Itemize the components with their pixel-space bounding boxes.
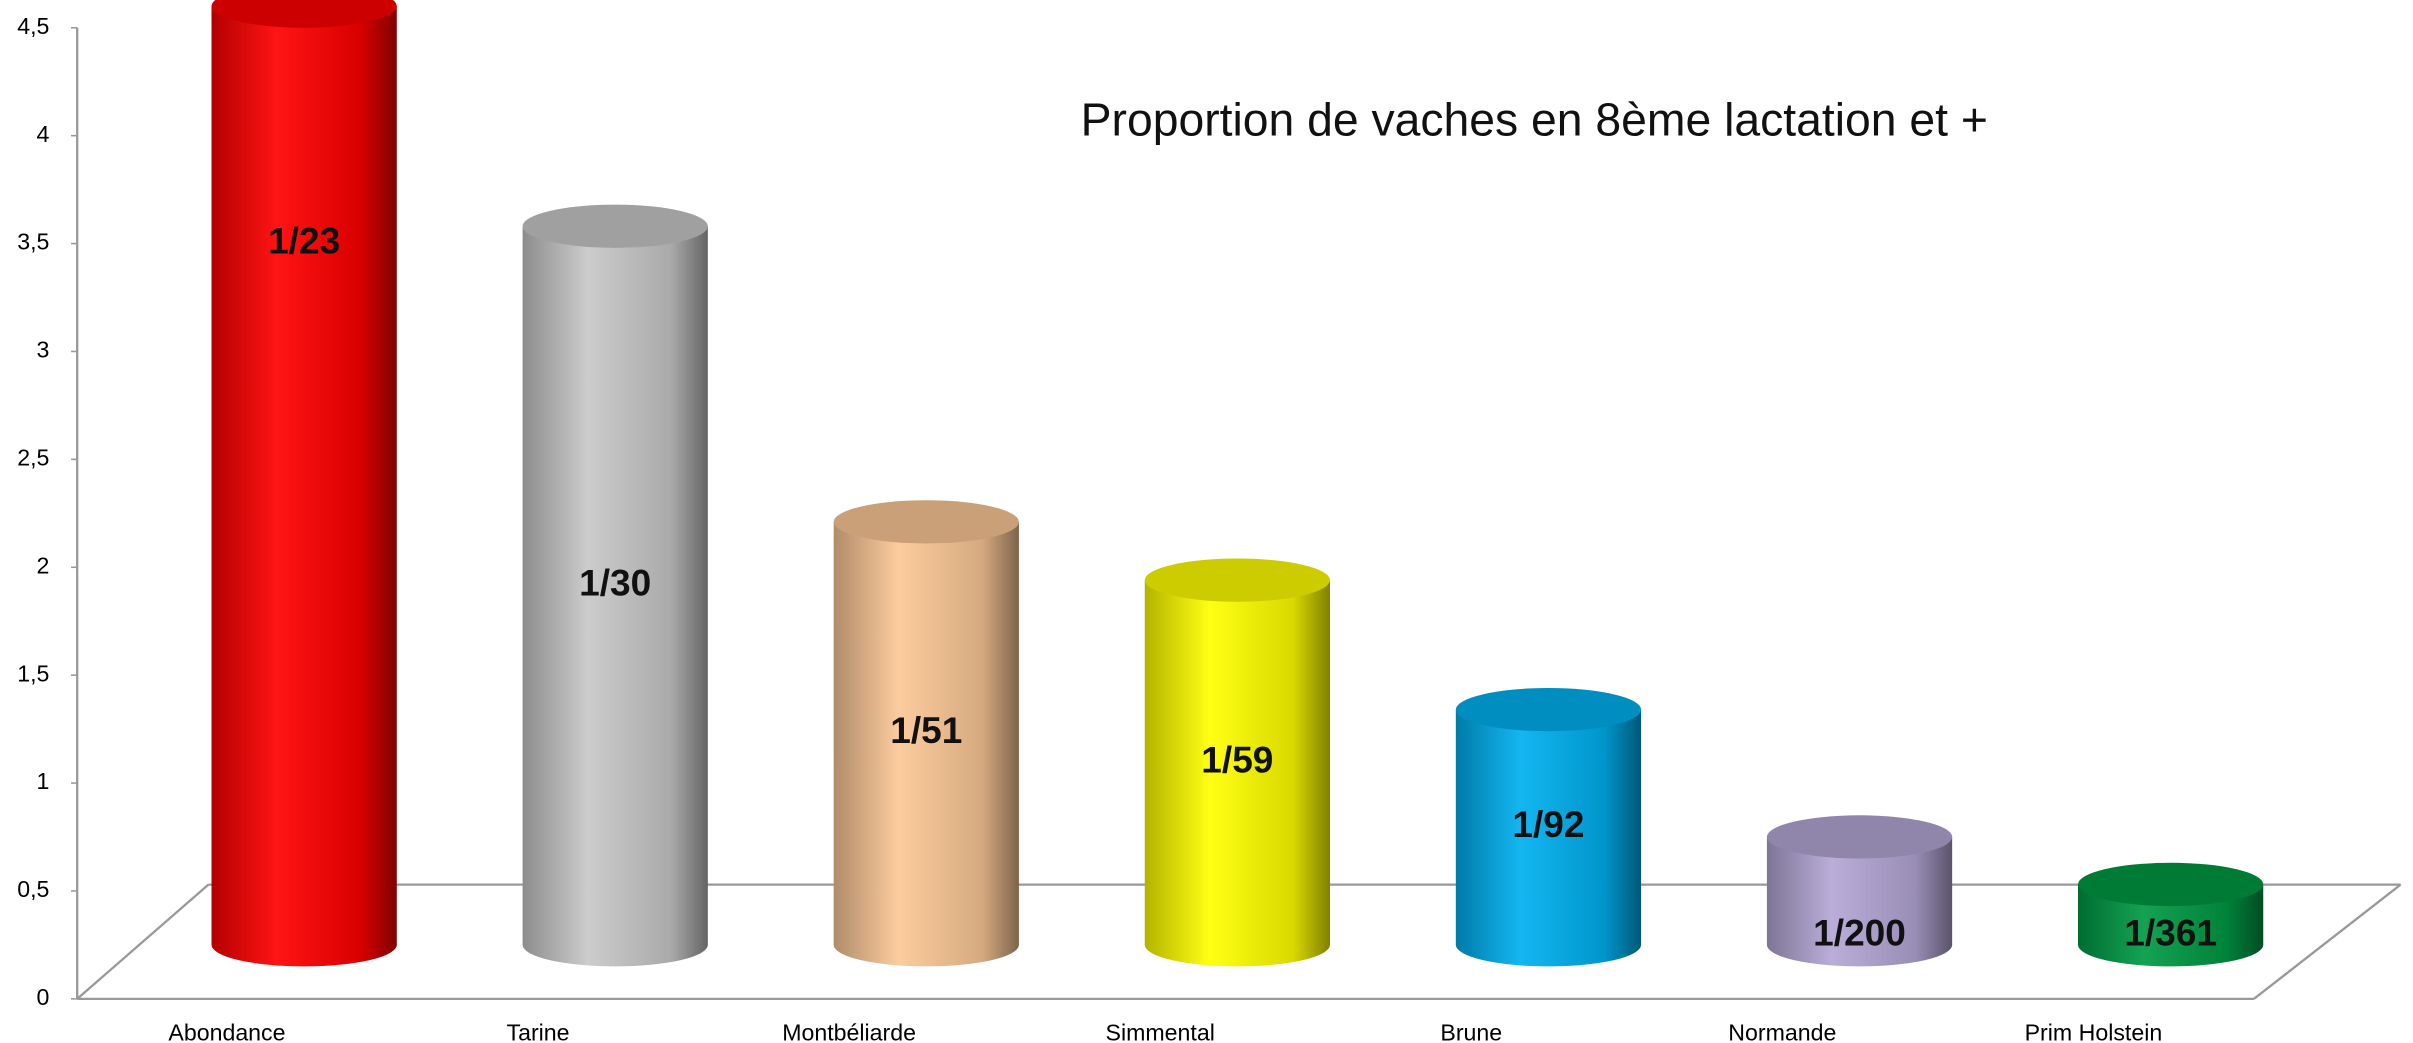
cylinder-body xyxy=(1455,709,1642,945)
y-tick-label: 1,5 xyxy=(17,660,49,686)
cylinder-top xyxy=(522,204,708,248)
cylinder xyxy=(211,0,397,967)
floor-edge xyxy=(76,883,210,1000)
y-tick-label: 0,5 xyxy=(17,876,49,902)
x-tick-label: Prim Holstein xyxy=(2025,1019,2163,1043)
y-tick-label: 2,5 xyxy=(17,444,49,470)
cylinder-body xyxy=(211,6,397,945)
cylinder xyxy=(1455,687,1642,967)
cylinder xyxy=(1144,558,1331,967)
cylinder xyxy=(1766,815,1953,967)
x-tick-label: Abondance xyxy=(168,1019,285,1043)
floor-edge xyxy=(2253,883,2402,1000)
y-tick-label: 3 xyxy=(37,337,50,363)
cylinder-top xyxy=(833,500,1019,544)
value-label: 1/59 xyxy=(1201,738,1273,780)
cylinder-top xyxy=(1144,558,1331,602)
cylinder-body xyxy=(522,226,708,945)
value-label: 1/361 xyxy=(2124,911,2217,953)
cylinder-top xyxy=(211,0,397,28)
cylinder-top xyxy=(1766,815,1953,859)
value-label: 1/200 xyxy=(1813,911,1906,953)
cylinder-body xyxy=(1144,580,1331,945)
y-tick-label: 4 xyxy=(37,121,50,147)
y-tick-label: 4,5 xyxy=(17,13,49,39)
x-tick-label: Montbéliarde xyxy=(782,1019,916,1043)
cylinder xyxy=(522,204,708,967)
value-label: 1/51 xyxy=(890,709,962,751)
cylinder xyxy=(833,500,1019,967)
x-tick-label: Normande xyxy=(1728,1019,1836,1043)
y-tick-label: 0 xyxy=(37,984,50,1010)
value-label: 1/23 xyxy=(268,220,340,262)
cylinder xyxy=(2077,862,2264,967)
x-tick-label: Simmental xyxy=(1106,1019,1215,1043)
cylinder-top xyxy=(1455,687,1642,732)
cylinder-top xyxy=(2077,862,2264,907)
x-tick-label: Tarine xyxy=(507,1019,570,1043)
chart-title: Proportion de vaches en 8ème lactation e… xyxy=(1081,94,1988,146)
cylinder-body xyxy=(833,521,1019,945)
y-tick-label: 2 xyxy=(37,552,50,578)
value-label: 1/30 xyxy=(579,561,651,603)
value-label: 1/92 xyxy=(1512,803,1584,845)
x-tick-label: Brune xyxy=(1440,1019,1502,1043)
y-tick-label: 1 xyxy=(37,768,50,794)
y-tick-label: 3,5 xyxy=(17,229,49,255)
